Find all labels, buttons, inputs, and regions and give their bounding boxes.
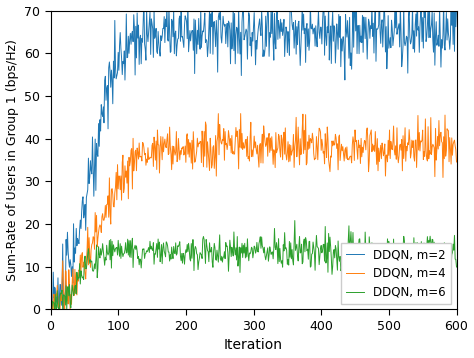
DDQN, m=2: [454, 7, 459, 11]
DDQN, m=4: [238, 111, 244, 116]
DDQN, m=4: [124, 181, 130, 185]
Line: DDQN, m=6: DDQN, m=6: [51, 221, 456, 309]
Legend: DDQN, m=2, DDQN, m=4, DDQN, m=6: DDQN, m=2, DDQN, m=4, DDQN, m=6: [341, 243, 451, 304]
DDQN, m=6: [182, 262, 187, 266]
DDQN, m=6: [372, 245, 377, 250]
DDQN, m=4: [74, 293, 80, 297]
DDQN, m=4: [50, 307, 55, 311]
DDQN, m=4: [442, 113, 448, 117]
DDQN, m=4: [373, 129, 378, 134]
DDQN, m=2: [372, 17, 377, 21]
DDQN, m=4: [428, 116, 434, 120]
DDQN, m=6: [292, 218, 298, 223]
DDQN, m=2: [124, 55, 130, 60]
DDQN, m=2: [182, 14, 188, 18]
Line: DDQN, m=4: DDQN, m=4: [51, 113, 456, 309]
DDQN, m=6: [454, 265, 459, 269]
DDQN, m=6: [441, 241, 447, 245]
DDQN, m=4: [454, 160, 459, 164]
Y-axis label: Sum-Rate of Users in Group 1 (bps/Hz): Sum-Rate of Users in Group 1 (bps/Hz): [6, 39, 18, 281]
X-axis label: Iteration: Iteration: [224, 338, 283, 352]
DDQN, m=6: [73, 292, 79, 296]
DDQN, m=2: [74, 243, 80, 248]
DDQN, m=2: [49, 307, 55, 311]
DDQN, m=4: [48, 287, 54, 291]
DDQN, m=6: [427, 234, 433, 238]
DDQN, m=6: [48, 307, 54, 311]
DDQN, m=2: [428, 27, 434, 31]
DDQN, m=2: [442, 48, 448, 52]
DDQN, m=6: [123, 251, 129, 255]
Line: DDQN, m=2: DDQN, m=2: [51, 0, 456, 309]
DDQN, m=4: [182, 144, 188, 148]
DDQN, m=2: [48, 266, 54, 270]
